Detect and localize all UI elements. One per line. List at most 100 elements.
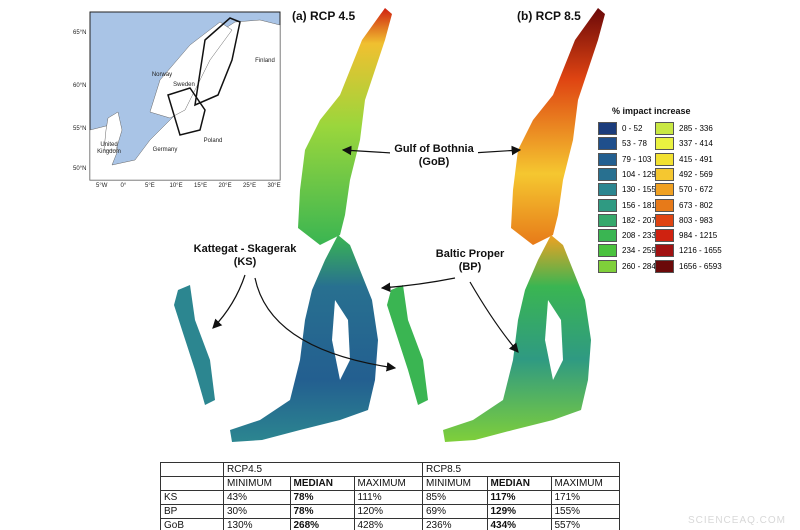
column-header: MAXIMUM xyxy=(353,476,423,491)
table-cell: 428% xyxy=(353,518,423,530)
lon-label: 20°E xyxy=(218,183,232,189)
table-cell xyxy=(160,476,224,491)
arrow xyxy=(341,145,393,156)
row-label: KS xyxy=(160,490,224,505)
table-cell: 129% xyxy=(486,504,552,519)
legend-item: 492 - 569 xyxy=(655,167,713,181)
country-label: Sweden xyxy=(173,82,195,88)
arrow xyxy=(469,281,519,353)
row-label: BP xyxy=(160,504,224,519)
table-row: KS 43% 78% 111% 85% 117% 171% xyxy=(160,490,620,505)
annotation-line: (GoB) xyxy=(418,156,450,168)
country-label: Germany xyxy=(152,147,178,153)
legend-swatch xyxy=(598,167,617,181)
lat-label: 50°N xyxy=(73,166,87,172)
legend-swatch xyxy=(598,259,617,273)
legend-swatch xyxy=(655,213,674,227)
legend-label: 570 - 672 xyxy=(679,185,713,195)
table-cell: 43% xyxy=(223,490,291,505)
annotation-line: Baltic Proper xyxy=(435,248,505,260)
arrow xyxy=(471,145,522,156)
legend-swatch xyxy=(598,198,617,212)
table-cell: 78% xyxy=(289,490,355,505)
legend-swatch xyxy=(655,259,674,273)
table-cell: 130% xyxy=(223,518,291,530)
lon-label: 5°E xyxy=(145,183,155,189)
legend-label: 415 - 491 xyxy=(679,154,713,164)
legend-label: 182 - 207 xyxy=(622,215,656,225)
legend-item: 234 - 259 xyxy=(598,244,656,258)
bp-area xyxy=(443,235,591,442)
annotation-line: Gulf of Bothnia xyxy=(394,143,474,155)
table-cell: 30% xyxy=(223,504,291,519)
lat-label: 65°N xyxy=(73,30,87,36)
legend-item: 415 - 491 xyxy=(655,152,713,166)
annotation-ks: Kattegat - Skagerak (KS) xyxy=(185,243,305,269)
arrows xyxy=(212,145,522,372)
legend-item: 79 - 103 xyxy=(598,152,651,166)
inset-map xyxy=(89,11,281,181)
ks-area xyxy=(387,285,428,405)
country-label: Norway xyxy=(151,72,173,78)
lon-label: 30°E xyxy=(267,183,281,189)
gotland xyxy=(332,300,350,380)
legend-swatch xyxy=(598,183,617,197)
legend-label: 208 - 233 xyxy=(622,231,656,241)
legend-label: 104 - 129 xyxy=(622,169,656,179)
legend-swatch xyxy=(598,152,617,166)
inset-uk xyxy=(103,111,123,151)
legend-label: 803 - 983 xyxy=(679,215,713,225)
legend-label: 1216 - 1655 xyxy=(679,246,722,256)
table-body: RCP4.5 RCP8.5 MINIMUM MEDIAN MAXIMUM MINIMUM M… xyxy=(160,462,620,530)
table-cell: 78% xyxy=(289,504,355,519)
annotation-gob: Gulf of Bothnia (GoB) xyxy=(390,143,478,169)
annotation-line: (BP) xyxy=(458,261,482,273)
group-header: RCP4.5 xyxy=(223,462,290,477)
inset-outline-gob xyxy=(194,17,241,107)
table-cell: 117% xyxy=(486,490,552,505)
bp-area xyxy=(230,235,378,442)
table-cell xyxy=(354,462,423,477)
table-row: RCP4.5 RCP8.5 xyxy=(160,462,620,477)
country-label: United Kingdom xyxy=(97,142,121,155)
legend-swatch xyxy=(655,198,674,212)
table-cell: 236% xyxy=(422,518,488,530)
map-rcp45 xyxy=(174,8,392,442)
legend-label: 984 - 1215 xyxy=(679,231,718,241)
legend-label: 1656 - 6593 xyxy=(679,261,722,271)
legend-item: 1216 - 1655 xyxy=(655,244,722,258)
table-cell: 155% xyxy=(550,504,620,519)
table-row: GoB 130% 268% 428% 236% 434% 557% xyxy=(160,518,620,530)
panel-title: (a) RCP 4.5 xyxy=(292,9,356,23)
table-cell: 434% xyxy=(486,518,552,530)
legend-label: 492 - 569 xyxy=(679,169,713,179)
legend-item: 260 - 284 xyxy=(598,259,656,273)
annotation-line: (KS) xyxy=(233,256,257,268)
legend-item: 803 - 983 xyxy=(655,213,713,227)
country-label: Poland xyxy=(203,138,223,144)
arrow xyxy=(254,277,397,372)
group-header: RCP8.5 xyxy=(422,462,487,477)
country-label: Finland xyxy=(255,58,275,64)
legend-item: 0 - 52 xyxy=(598,122,642,135)
summary-table: RCP4.5 RCP8.5 MINIMUM MEDIAN MAXIMUM MINIMUM M… xyxy=(160,462,620,530)
lat-label: 55°N xyxy=(73,126,87,132)
table-cell: 557% xyxy=(550,518,620,530)
annotation-bp: Baltic Proper (BP) xyxy=(425,248,515,274)
legend-item: 53 - 78 xyxy=(598,137,647,151)
legend-item: 285 - 336 xyxy=(655,122,713,135)
ks-area xyxy=(174,285,215,405)
inset-outline-bp xyxy=(167,87,206,136)
table-cell: 120% xyxy=(353,504,423,519)
column-header: MEDIAN xyxy=(289,476,355,491)
column-header: MEDIAN xyxy=(486,476,552,491)
legend-label: 0 - 52 xyxy=(622,124,643,133)
table-row: BP 30% 78% 120% 69% 129% 155% xyxy=(160,504,620,519)
legend-swatch xyxy=(655,137,674,151)
legend-label: 673 - 802 xyxy=(679,200,713,210)
legend-swatch xyxy=(655,122,674,135)
legend-item: 984 - 1215 xyxy=(655,229,718,243)
legend-item: 208 - 233 xyxy=(598,229,656,243)
